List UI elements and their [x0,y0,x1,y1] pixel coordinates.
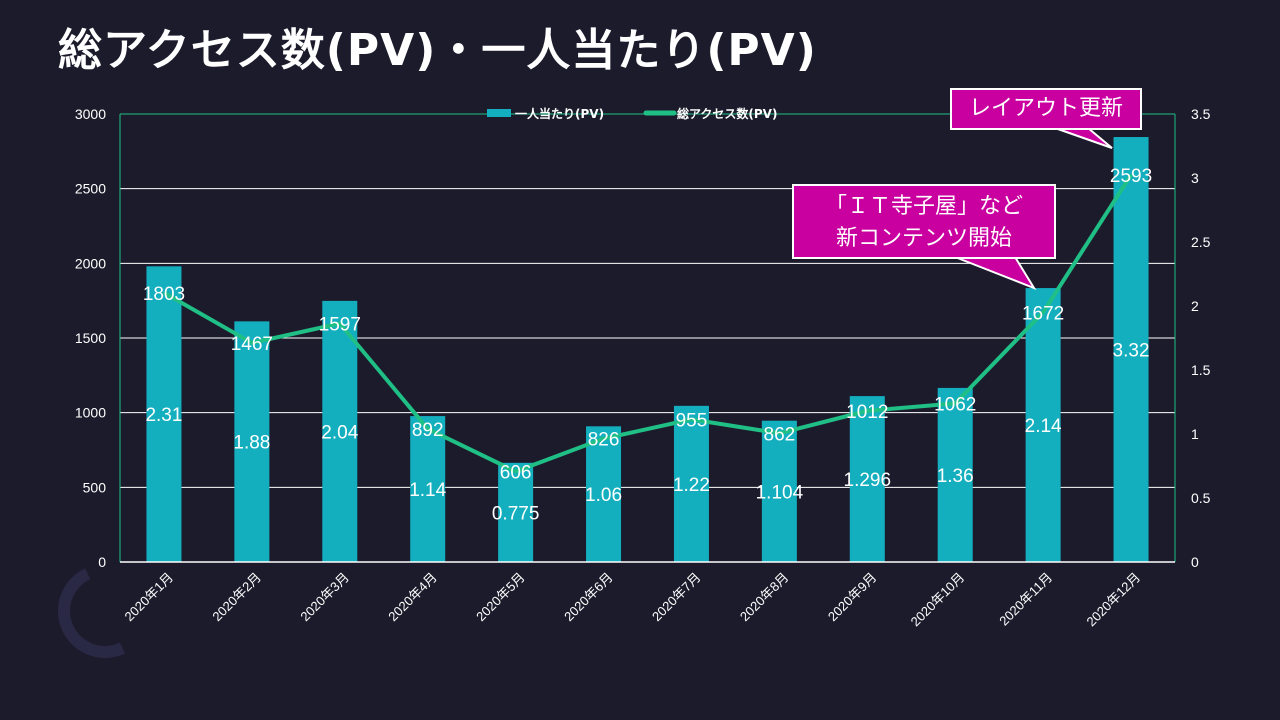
bar [849,396,885,562]
line-point [339,323,341,325]
y-left-tick-label: 3000 [75,106,106,122]
bar [234,321,270,562]
line-point [1042,311,1044,313]
bar [937,387,973,562]
bar-data-label: 1.06 [585,485,622,506]
bar-data-label: 0.775 [492,503,540,524]
line-point [163,292,165,294]
line-path [162,173,1133,474]
y-left-tick-label: 0 [98,554,106,570]
y-left-tick-label: 500 [83,479,107,495]
y-right-tick-label: 1.5 [1191,362,1211,378]
line-data-label: 606 [500,463,532,484]
line-data-label: 1672 [1022,303,1064,324]
line-point [603,438,605,440]
legend-label-bar: 一人当たり(PV) [515,106,604,121]
bar [761,420,797,562]
bar-data-label: 1.104 [756,482,804,503]
x-tick-label: 2020年12月 [1083,570,1143,630]
bar-data-label: 2.04 [321,422,358,443]
bar-data-label: 3.32 [1113,341,1150,362]
bar [322,300,358,562]
line-data-label: 955 [676,410,708,431]
bar-data-label: 1.14 [409,480,446,501]
y-left-tick-label: 1500 [75,330,106,346]
y-right-tick-label: 1 [1191,426,1199,442]
x-tick-label: 2020年4月 [385,570,440,625]
slide-title: 総アクセス数(PV)・一人当たり(PV) [58,25,817,76]
x-tick-label: 2020年2月 [209,570,264,625]
line-point [251,342,253,344]
callout-text: レイアウト更新 [968,96,1123,121]
y-right-tick-label: 2.5 [1191,234,1211,250]
line-data-label: 826 [588,430,620,451]
data-labels: 2.31 1.88 2.04 1.14 0.775 1.06 1.22 1.104 1.296 1… [143,166,1152,525]
x-tick-label: 2020年6月 [561,570,616,625]
bar [1025,288,1061,562]
callout-pointer [1054,127,1113,149]
callout-new-content: 「ＩＴ寺子屋」など 新コンテンツ開始 [792,184,1056,259]
line-point [690,418,692,420]
callout-layout-update: レイアウト更新 [950,88,1142,130]
x-tick-label: 2020年7月 [649,570,704,625]
y-right-tick-label: 2 [1191,298,1199,314]
line-data-label: 1012 [846,402,888,423]
bar-data-label: 1.88 [233,433,270,454]
line-series [162,173,1133,474]
bar [586,426,622,562]
x-tick-label: 2020年3月 [297,570,352,625]
callout-pointer [954,256,1037,291]
line-data-label: 1597 [319,315,361,336]
line-data-label: 2593 [1110,166,1152,187]
bar [498,462,534,562]
y-right-tick-label: 3.5 [1191,106,1211,122]
bar [673,405,709,562]
x-tick-label: 2020年9月 [825,570,880,625]
legend-label-line: 総アクセス数(PV) [677,106,777,121]
gridlines [120,188,1175,488]
line-data-label: 1062 [934,394,976,415]
line-point [954,402,956,404]
line-point [427,428,429,430]
y-left-tick-label: 2500 [75,181,106,197]
line-data-label: 1467 [231,334,273,355]
bar-data-label: 2.31 [145,405,182,426]
line-point [1130,174,1132,176]
bar [410,416,446,562]
callout-text-line1: 「ＩＴ寺子屋」など [824,194,1023,219]
x-tick-label: 2020年10月 [908,570,968,630]
y-left-tick-label: 1000 [75,405,106,421]
y-left-tick-label: 2000 [75,255,106,271]
line-point [866,410,868,412]
bar [146,266,182,562]
line-data-label: 862 [764,424,796,445]
x-tick-label: 2020年8月 [737,570,792,625]
line-data-label: 892 [412,420,444,441]
y-right-tick-label: 0.5 [1191,490,1211,506]
legend-swatch-bar [487,109,511,117]
bar-series [146,137,1149,563]
bar-data-label: 2.14 [1025,416,1062,437]
bar-data-label: 1.22 [673,475,710,496]
y-right-tick-label: 0 [1191,554,1199,570]
line-point [778,432,780,434]
x-tick-label: 2020年5月 [473,570,528,625]
bar-data-label: 1.296 [844,470,892,491]
bar-data-label: 1.36 [937,466,974,487]
y-right-tick-label: 3 [1191,170,1199,186]
line-point [515,471,517,473]
line-data-label: 1803 [143,284,185,305]
bar [1113,137,1149,563]
callout-text-line2: 新コンテンツ開始 [835,226,1012,251]
x-tick-label: 2020年11月 [996,570,1055,629]
